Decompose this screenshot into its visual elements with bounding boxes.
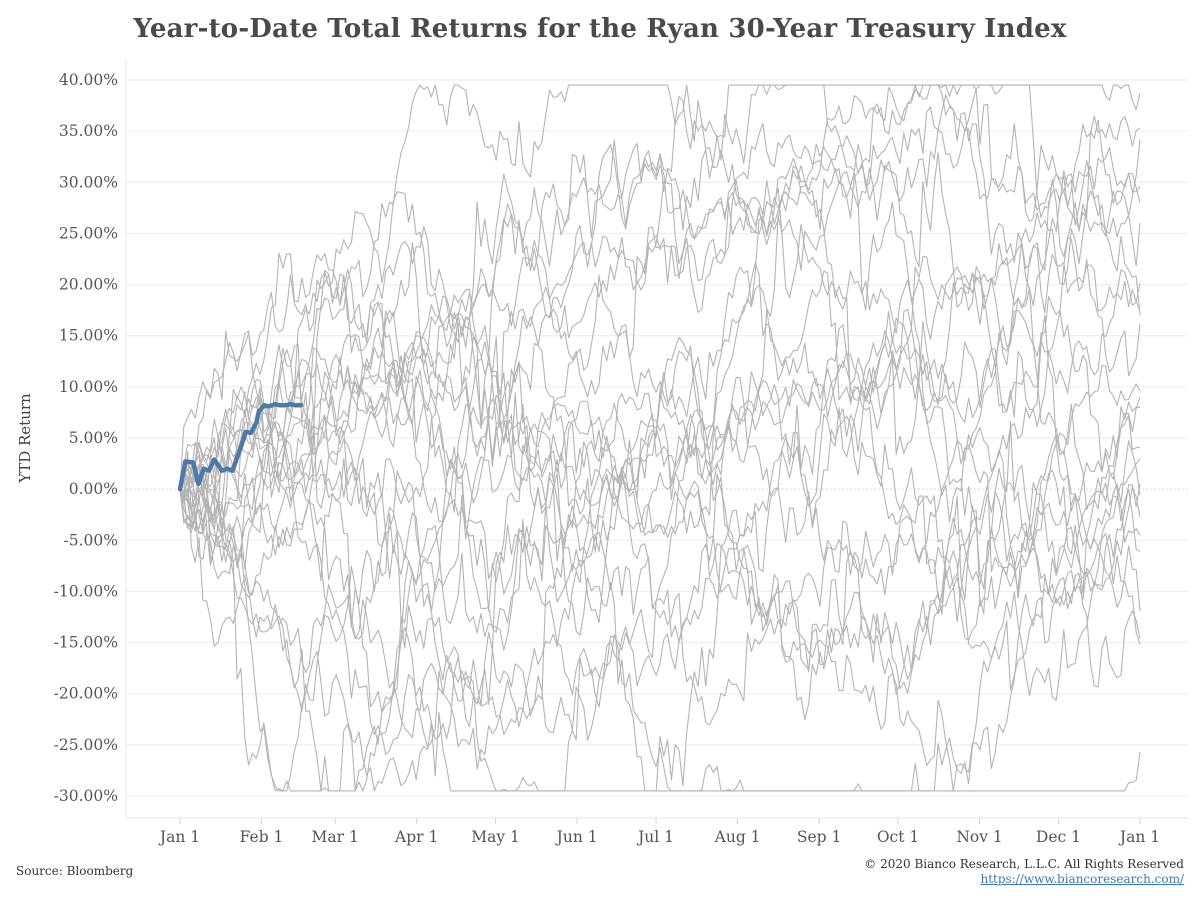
history-series-line <box>179 315 1141 792</box>
history-series-group <box>179 84 1141 792</box>
x-tick-label: May 1 <box>471 828 520 846</box>
history-series-line <box>179 330 1141 573</box>
y-tick-label: -10.00% <box>54 582 118 600</box>
y-tick-label: 30.00% <box>59 173 118 191</box>
history-series-line <box>179 269 1141 696</box>
history-series-line <box>179 160 1141 792</box>
history-series-line <box>179 376 1141 770</box>
x-tick-label: Jan 1 <box>1118 828 1160 846</box>
x-axis-ticks: Jan 1 Feb 1 Mar 1 Apr 1 May 1 Jun 1 Jul 1 Aug 1… <box>158 818 1160 846</box>
y-tick-label: 40.00% <box>59 71 118 89</box>
y-tick-label: -20.00% <box>54 685 118 703</box>
history-series-line <box>179 152 1140 792</box>
history-series-line <box>179 314 1141 726</box>
y-axis-ticks: 40.00% 35.00% 30.00% 25.00% 20.00% 15.00% 10.0… <box>54 71 118 805</box>
y-tick-label: -15.00% <box>54 634 118 652</box>
history-series-line <box>179 469 1141 792</box>
source-note: Source: Bloomberg <box>16 864 134 878</box>
website-link[interactable]: https://www.biancoresearch.com/ <box>980 872 1184 886</box>
x-tick-label: Dec 1 <box>1036 828 1081 846</box>
x-tick-label: Nov 1 <box>956 828 1002 846</box>
y-tick-label: 25.00% <box>59 224 118 242</box>
y-tick-label: 15.00% <box>59 327 118 345</box>
history-series-line <box>179 468 1141 792</box>
history-series-line <box>179 84 1141 538</box>
x-tick-label: Jul 1 <box>636 828 674 846</box>
y-axis-label: YTD Return <box>16 393 34 484</box>
current-series-group <box>177 401 304 492</box>
history-series-line <box>179 119 1141 647</box>
current-year-series-line <box>177 401 304 492</box>
x-tick-label: Feb 1 <box>240 828 284 846</box>
history-series-line <box>179 191 1141 623</box>
history-series-line <box>179 143 1141 592</box>
y-tick-label: 10.00% <box>59 378 118 396</box>
x-tick-label: Aug 1 <box>714 828 761 846</box>
copyright-note: © 2020 Bianco Research, L.L.C. All Right… <box>864 857 1184 871</box>
y-tick-label: 0.00% <box>69 480 118 498</box>
x-tick-label: Jan 1 <box>158 828 200 846</box>
y-tick-label: -5.00% <box>64 531 118 549</box>
x-tick-label: Sep 1 <box>797 828 842 846</box>
history-series-line <box>179 165 1141 523</box>
history-series-line <box>179 392 1141 755</box>
history-series-line <box>179 270 1141 688</box>
history-series-line <box>179 84 1141 530</box>
y-tick-label: -30.00% <box>54 787 118 805</box>
y-tick-label: -25.00% <box>54 736 118 754</box>
page-title: Year-to-Date Total Returns for the Ryan … <box>133 14 1067 44</box>
history-series-line <box>179 84 1141 524</box>
x-tick-label: Apr 1 <box>394 828 438 846</box>
history-series-line <box>179 84 1141 520</box>
y-tick-label: 5.00% <box>69 429 118 447</box>
history-series-line <box>179 179 1141 610</box>
x-tick-label: Mar 1 <box>312 828 359 846</box>
history-series-line <box>179 309 1141 741</box>
history-series-line <box>179 345 1141 792</box>
x-tick-label: Oct 1 <box>877 828 919 846</box>
x-tick-label: Jun 1 <box>555 828 598 846</box>
y-tick-label: 35.00% <box>59 122 118 140</box>
y-tick-label: 20.00% <box>59 276 118 294</box>
